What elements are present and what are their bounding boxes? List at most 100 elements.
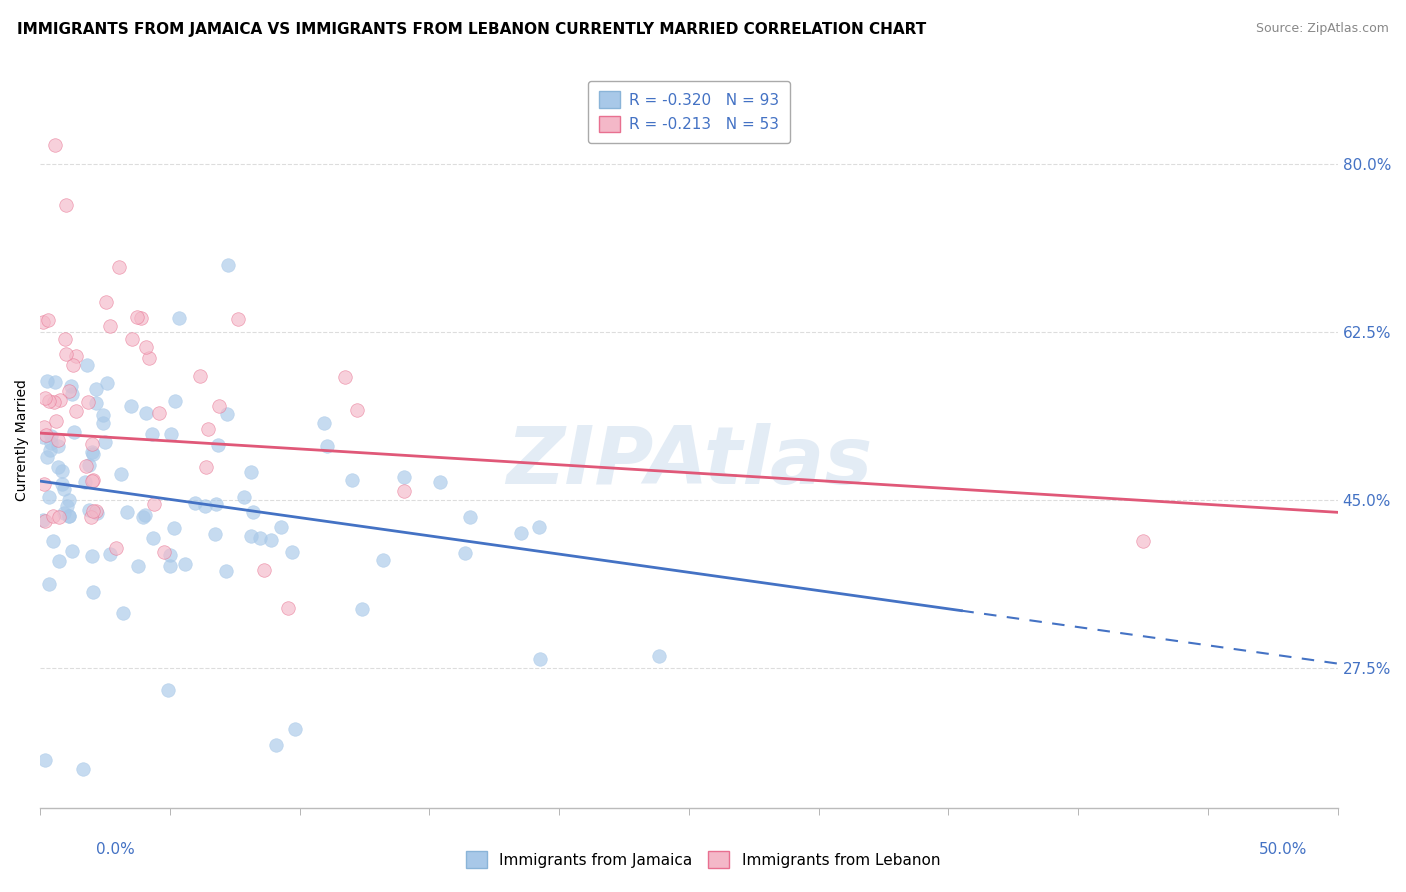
Point [38,490,60,504]
Point [204,526,226,541]
Point [48,433,70,447]
Point [312,416,335,430]
Point [217,258,239,272]
Point [42,533,65,548]
Point [48,392,70,407]
Point [39,429,62,443]
Point [65,349,87,363]
Point [160,427,183,442]
Point [51,476,73,491]
Text: Source: ZipAtlas.com: Source: ZipAtlas.com [1256,22,1389,36]
Point [135,406,157,420]
Point [42,509,65,524]
Point [35,374,58,388]
Point [84,396,107,410]
Point [91,417,114,431]
Point [194,499,217,513]
Text: 0.0%: 0.0% [96,842,135,856]
Point [392,484,415,499]
Point [115,505,138,519]
Point [84,382,107,396]
Point [148,406,170,420]
Point [188,369,211,384]
Point [65,403,87,417]
Point [34,428,56,442]
Point [132,509,155,524]
Point [197,422,219,436]
Point [56,499,79,513]
Point [75,458,97,473]
Point [141,426,163,441]
Point [55,347,77,361]
Point [96,376,118,390]
Point [45,414,67,428]
Point [82,504,104,518]
Point [32,476,55,491]
Point [284,722,307,736]
Point [226,312,249,326]
Point [127,559,149,574]
Point [110,467,132,481]
Point [215,564,238,578]
Point [169,310,191,325]
Point [184,495,207,509]
Point [38,394,60,409]
Point [510,526,533,541]
Point [79,503,101,517]
Point [32,420,55,434]
Point [277,600,299,615]
Point [98,548,121,562]
Legend: Immigrants from Jamaica, Immigrants from Lebanon: Immigrants from Jamaica, Immigrants from… [458,844,948,875]
Point [215,407,238,421]
Point [46,460,69,475]
Point [38,577,60,591]
Point [31,315,53,329]
Point [131,310,153,325]
Point [84,504,107,518]
Point [340,474,363,488]
Point [121,332,143,346]
Point [63,425,86,440]
Point [86,506,108,520]
Point [208,399,231,413]
Point [157,683,180,698]
Point [93,408,115,422]
Point [120,399,142,413]
Point [316,439,339,453]
Point [82,447,104,461]
Point [53,332,76,346]
Point [260,533,283,547]
Point [335,370,357,384]
Point [53,506,76,520]
Point [159,558,181,573]
Point [77,395,100,409]
Point [80,437,103,451]
Point [233,490,256,504]
Point [55,198,77,212]
Point [648,649,671,664]
Point [249,532,271,546]
Point [107,260,129,274]
Point [31,430,53,444]
Point [529,652,551,666]
Point [281,545,304,559]
Point [153,545,176,559]
Legend: R = -0.320   N = 93, R = -0.213   N = 53: R = -0.320 N = 93, R = -0.213 N = 53 [588,80,790,143]
Point [143,497,166,511]
Point [94,295,117,310]
Point [77,458,100,473]
Point [159,548,181,562]
Point [264,739,287,753]
Point [346,402,368,417]
Point [46,439,69,453]
Text: IMMIGRANTS FROM JAMAICA VS IMMIGRANTS FROM LEBANON CURRENTLY MARRIED CORRELATION: IMMIGRANTS FROM JAMAICA VS IMMIGRANTS FR… [17,22,927,37]
Point [80,474,103,488]
Point [58,508,80,523]
Point [60,379,83,393]
Point [527,520,550,534]
Point [82,473,104,487]
Point [242,505,264,519]
Y-axis label: Currently Married: Currently Married [15,379,30,501]
Point [1132,533,1154,548]
Point [58,384,80,398]
